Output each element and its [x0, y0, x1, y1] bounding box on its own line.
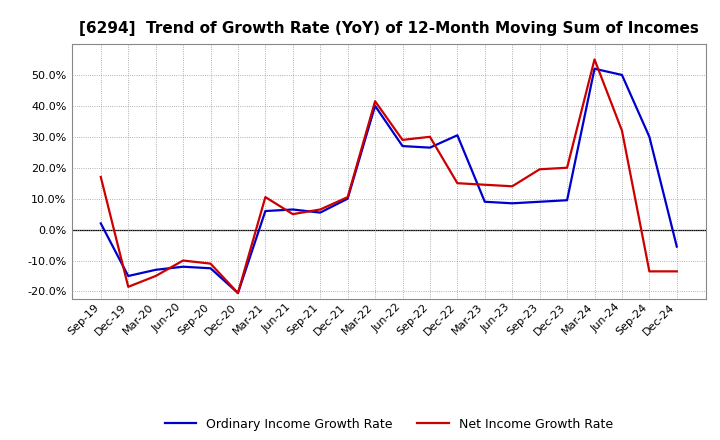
- Net Income Growth Rate: [289, 212, 297, 217]
- Net Income Growth Rate: [96, 174, 105, 180]
- Net Income Growth Rate: [590, 57, 599, 62]
- Net Income Growth Rate: [316, 207, 325, 212]
- Ordinary Income Growth Rate: [480, 199, 489, 205]
- Line: Net Income Growth Rate: Net Income Growth Rate: [101, 59, 677, 293]
- Ordinary Income Growth Rate: [124, 273, 132, 279]
- Ordinary Income Growth Rate: [206, 266, 215, 271]
- Ordinary Income Growth Rate: [151, 267, 160, 272]
- Net Income Growth Rate: [206, 261, 215, 266]
- Ordinary Income Growth Rate: [453, 132, 462, 138]
- Ordinary Income Growth Rate: [645, 134, 654, 139]
- Net Income Growth Rate: [453, 180, 462, 186]
- Line: Ordinary Income Growth Rate: Ordinary Income Growth Rate: [101, 69, 677, 293]
- Ordinary Income Growth Rate: [536, 199, 544, 205]
- Ordinary Income Growth Rate: [233, 290, 242, 296]
- Ordinary Income Growth Rate: [398, 143, 407, 149]
- Net Income Growth Rate: [179, 258, 187, 263]
- Ordinary Income Growth Rate: [261, 209, 270, 214]
- Net Income Growth Rate: [508, 183, 516, 189]
- Ordinary Income Growth Rate: [563, 198, 572, 203]
- Ordinary Income Growth Rate: [371, 103, 379, 109]
- Ordinary Income Growth Rate: [343, 196, 352, 202]
- Ordinary Income Growth Rate: [426, 145, 434, 150]
- Title: [6294]  Trend of Growth Rate (YoY) of 12-Month Moving Sum of Incomes: [6294] Trend of Growth Rate (YoY) of 12-…: [79, 21, 698, 36]
- Net Income Growth Rate: [233, 290, 242, 296]
- Ordinary Income Growth Rate: [618, 72, 626, 77]
- Net Income Growth Rate: [563, 165, 572, 170]
- Net Income Growth Rate: [151, 273, 160, 279]
- Ordinary Income Growth Rate: [179, 264, 187, 269]
- Net Income Growth Rate: [480, 182, 489, 187]
- Net Income Growth Rate: [536, 167, 544, 172]
- Legend: Ordinary Income Growth Rate, Net Income Growth Rate: Ordinary Income Growth Rate, Net Income …: [160, 413, 618, 436]
- Net Income Growth Rate: [124, 284, 132, 290]
- Net Income Growth Rate: [261, 194, 270, 200]
- Ordinary Income Growth Rate: [316, 210, 325, 215]
- Net Income Growth Rate: [398, 137, 407, 143]
- Ordinary Income Growth Rate: [590, 66, 599, 71]
- Net Income Growth Rate: [645, 269, 654, 274]
- Net Income Growth Rate: [343, 194, 352, 200]
- Net Income Growth Rate: [426, 134, 434, 139]
- Ordinary Income Growth Rate: [96, 221, 105, 226]
- Ordinary Income Growth Rate: [289, 207, 297, 212]
- Net Income Growth Rate: [618, 128, 626, 133]
- Ordinary Income Growth Rate: [508, 201, 516, 206]
- Ordinary Income Growth Rate: [672, 244, 681, 249]
- Net Income Growth Rate: [672, 269, 681, 274]
- Net Income Growth Rate: [371, 99, 379, 104]
